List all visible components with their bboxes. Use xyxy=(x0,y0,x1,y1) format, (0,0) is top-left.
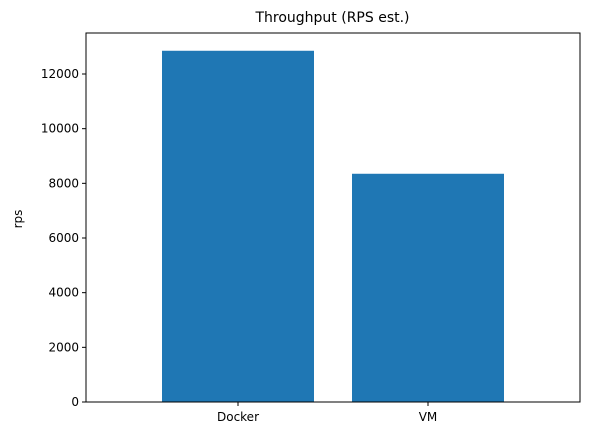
x-axis-ticks: Docker VM xyxy=(217,402,437,424)
bar-docker xyxy=(162,51,314,402)
y-axis-ticks: 0 2000 4000 6000 8000 10000 12000 xyxy=(41,67,86,409)
y-tick-label: 8000 xyxy=(48,176,79,190)
y-tick-label: 4000 xyxy=(48,286,79,300)
y-tick-label: 6000 xyxy=(48,231,79,245)
x-tick-label: Docker xyxy=(217,410,259,424)
bar-vm xyxy=(352,174,504,402)
plot-frame xyxy=(86,33,580,402)
y-axis-label: rps xyxy=(11,210,25,229)
y-tick-label: 0 xyxy=(71,395,79,409)
x-tick-label: VM xyxy=(419,410,438,424)
y-tick-label: 12000 xyxy=(41,67,79,81)
bars-group xyxy=(162,51,504,402)
y-tick-label: 2000 xyxy=(48,340,79,354)
chart-title: Throughput (RPS est.) xyxy=(254,10,409,26)
y-tick-label: 10000 xyxy=(41,122,79,136)
